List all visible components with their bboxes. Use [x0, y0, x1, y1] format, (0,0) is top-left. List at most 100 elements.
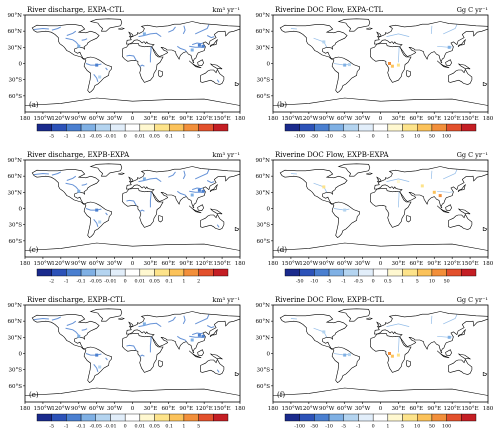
colorbar-swatch [417, 413, 433, 422]
lat-label: 60°N [7, 174, 22, 180]
colorbar-label: 5 [401, 134, 404, 140]
lon-label: 60°E [409, 261, 423, 267]
river-line [192, 187, 204, 191]
coastline-south-america [83, 56, 112, 93]
colorbar-swatch [431, 268, 447, 277]
coastline-borneo [197, 349, 204, 357]
grid-cell [98, 220, 102, 224]
panel-unit: km³ yr⁻¹ [212, 296, 240, 304]
colorbar-swatch [139, 268, 155, 277]
colorbar: -5 -1 -0.1 -0.05 -0.01 0 0.01 0.05 0.1 1 5 [36, 413, 229, 430]
coastline-japan [457, 328, 466, 338]
lon-label: 30°E [144, 116, 158, 122]
grid-cell [98, 365, 102, 369]
lon-label: 30°W [107, 116, 123, 122]
lat-label: 60°N [255, 174, 270, 180]
coastline-europe-asia [126, 21, 240, 64]
coastline-antarctica-edge [25, 97, 240, 106]
map-panel-d: Riverine DOC Flow, EXPB-EXPA Gg C yr⁻¹ 90°… [255, 151, 493, 285]
coastline-antarctica-edge [25, 387, 240, 396]
panel-unit: Gg C yr⁻¹ [457, 296, 489, 304]
grid-cell [438, 194, 442, 198]
river-line [33, 27, 49, 30]
colorbar-swatch [299, 413, 315, 422]
grid-cell [142, 177, 146, 181]
coastline-britain [376, 31, 382, 38]
map-frame [24, 304, 241, 403]
grid-cell [322, 40, 326, 44]
grid-cell [142, 32, 146, 36]
colorbar-label: -50 [311, 424, 319, 430]
lat-label: 30°S [8, 223, 22, 229]
colorbar-label: 100 [442, 424, 451, 430]
river-line [192, 332, 204, 336]
map-content [25, 163, 240, 251]
colorbar-label: -10 [311, 279, 319, 285]
river-line [206, 180, 215, 184]
coastline-north-america [279, 169, 348, 205]
map-panel-f: Riverine DOC Flow, EXPB-CTL Gg C yr⁻¹ 90°N… [255, 296, 493, 430]
colorbar-label: 5 [416, 279, 419, 285]
colorbar-label: -0.5 [354, 279, 363, 285]
river-line [216, 79, 220, 83]
lon-label: 150°W [281, 116, 300, 122]
lat-label: 60°S [8, 94, 22, 100]
colorbar-swatch [183, 123, 199, 132]
lon-label: 180 [268, 406, 279, 412]
coastline-indonesia [436, 205, 450, 214]
lon-label: 0 [379, 116, 383, 122]
colorbar-swatch [284, 268, 300, 277]
river-line [33, 317, 49, 321]
grid-cell [322, 185, 326, 189]
lat-label: 0 [19, 207, 23, 213]
river-line [126, 54, 137, 61]
river-line [105, 212, 108, 216]
coastline-borneo [445, 349, 452, 357]
colorbar-swatch [431, 413, 447, 422]
river-line [139, 354, 145, 358]
colorbar-label: 5 [197, 134, 200, 140]
river-line [177, 45, 187, 52]
coastline-south-america [331, 346, 360, 383]
coastline-new-guinea [209, 353, 224, 360]
coastline-antarctica-edge [25, 242, 240, 251]
lat-label: 0 [267, 62, 271, 68]
colorbar-swatch [372, 123, 389, 132]
coastline-north-america [31, 24, 100, 60]
colorbar-swatch [139, 413, 155, 422]
grid-cell [201, 189, 205, 193]
lon-label: 150°E [461, 406, 478, 412]
lon-label: 90°E [427, 406, 441, 412]
lon-label: 150°E [213, 406, 230, 412]
colorbar-swatch [51, 123, 67, 132]
grid-cell [190, 48, 194, 52]
colorbar-swatch [417, 268, 433, 277]
map-frame [272, 159, 489, 258]
map-content [25, 18, 240, 106]
coastline-greenland [337, 18, 371, 32]
coastline-new-zealand [482, 371, 488, 376]
panel-title: Riverine DOC Flow, EXPA-CTL [275, 6, 384, 14]
coastline-arabia-iceland [118, 172, 125, 175]
river-line [290, 28, 297, 30]
coastline-indonesia [188, 60, 202, 69]
river-line [51, 171, 62, 176]
colorbar-swatch [417, 123, 433, 132]
river-line [168, 316, 176, 323]
river-line [93, 73, 99, 82]
lon-label: 120°E [196, 406, 213, 412]
colorbar-swatch [372, 413, 389, 422]
colorbar-label: -5 [49, 134, 54, 140]
coastline-africa [369, 43, 412, 83]
coastline-australia [448, 213, 473, 230]
coastline-south-america [331, 56, 360, 93]
lon-label: 120°E [444, 261, 461, 267]
river-line [93, 363, 99, 372]
coastline-south-america [83, 346, 112, 383]
colorbar-label: -10 [325, 134, 333, 140]
river-line [216, 369, 220, 373]
lon-label: 150°W [33, 116, 52, 122]
lat-label: 90°N [7, 13, 22, 19]
lon-label: 90°E [179, 116, 193, 122]
lat-label: 60°N [255, 319, 270, 325]
